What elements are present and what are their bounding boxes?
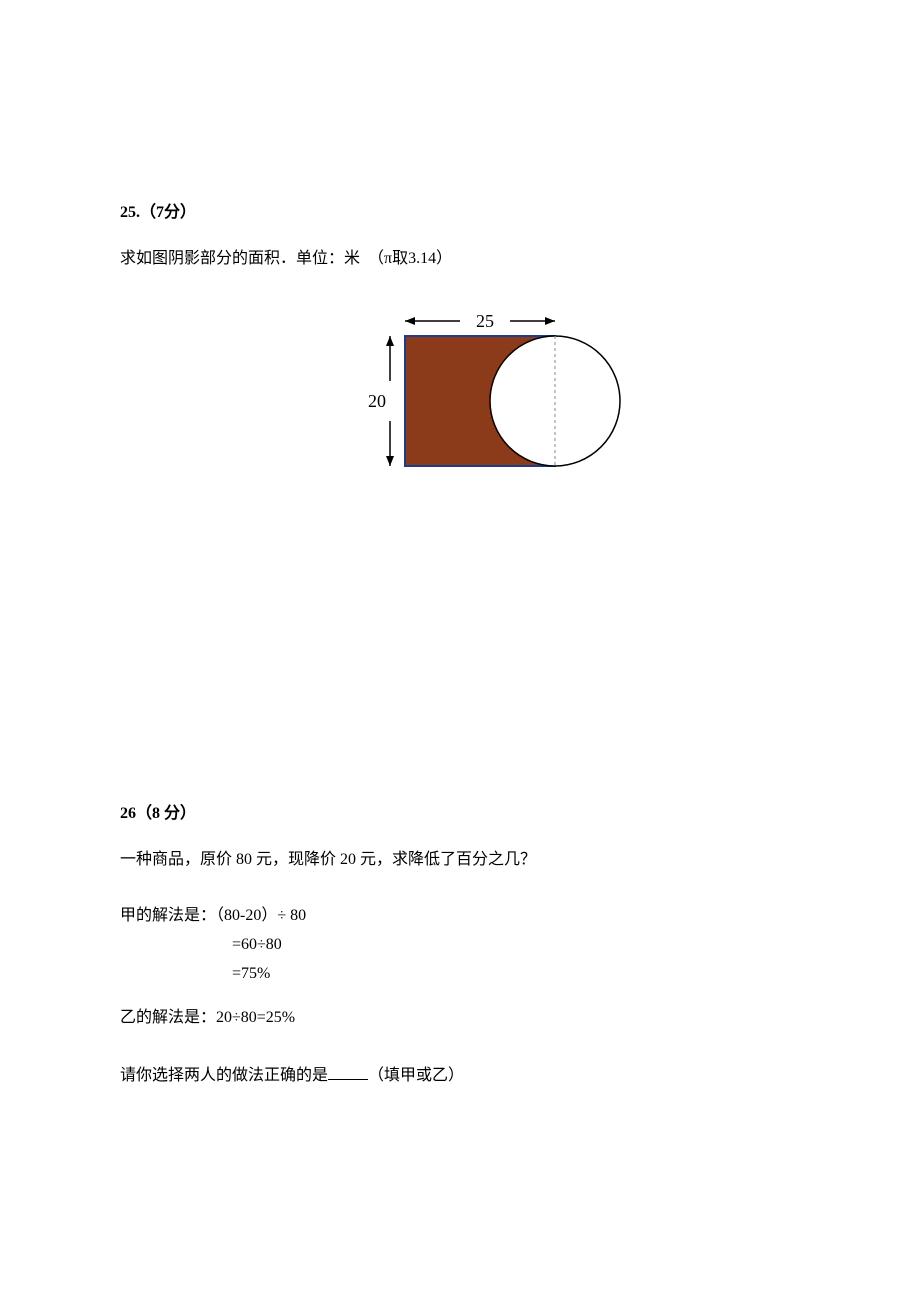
left-arrow-top-head xyxy=(386,336,394,346)
method-a-line1: 甲的解法是：（80-20）÷ 80 xyxy=(120,902,800,931)
q25-text: 求如图阴影部分的面积．单位：米 （π取3.14） xyxy=(120,246,800,272)
final-post: （填甲或乙） xyxy=(368,1067,464,1084)
question-26: 26（8 分） 一种商品，原价 80 元，现降价 20 元，求降低了百分之几？ … xyxy=(120,801,800,1088)
final-pre: 请你选择两人的做法正确的是 xyxy=(120,1067,328,1084)
method-a: 甲的解法是：（80-20）÷ 80 =60÷80 =75% xyxy=(120,902,800,988)
width-label: 25 xyxy=(476,311,494,331)
height-label: 20 xyxy=(368,391,386,411)
top-arrow-right-head xyxy=(545,317,555,325)
method-b-line1: 乙的解法是：20÷80=25% xyxy=(120,1004,800,1033)
q25-figure: 25 20 xyxy=(345,301,625,501)
q26-final: 请你选择两人的做法正确的是 （填甲或乙） xyxy=(120,1063,800,1089)
answer-blank[interactable] xyxy=(328,1064,368,1080)
q26-text: 一种商品，原价 80 元，现降价 20 元，求降低了百分之几？ xyxy=(120,847,800,873)
method-a-line2: =60÷80 xyxy=(120,931,800,960)
method-b: 乙的解法是：20÷80=25% xyxy=(120,1004,800,1033)
q26-header: 26（8 分） xyxy=(120,801,800,827)
method-a-line3: =75% xyxy=(120,960,800,989)
left-arrow-bottom-head xyxy=(386,456,394,466)
q25-header: 25.（7分） xyxy=(120,200,800,226)
spacing-gap xyxy=(120,541,800,801)
geometry-diagram: 25 20 xyxy=(345,301,625,501)
question-25: 25.（7分） 求如图阴影部分的面积．单位：米 （π取3.14） 25 20 xyxy=(120,200,800,501)
top-arrow-left-head xyxy=(405,317,415,325)
q25-figure-container: 25 20 xyxy=(170,301,800,501)
